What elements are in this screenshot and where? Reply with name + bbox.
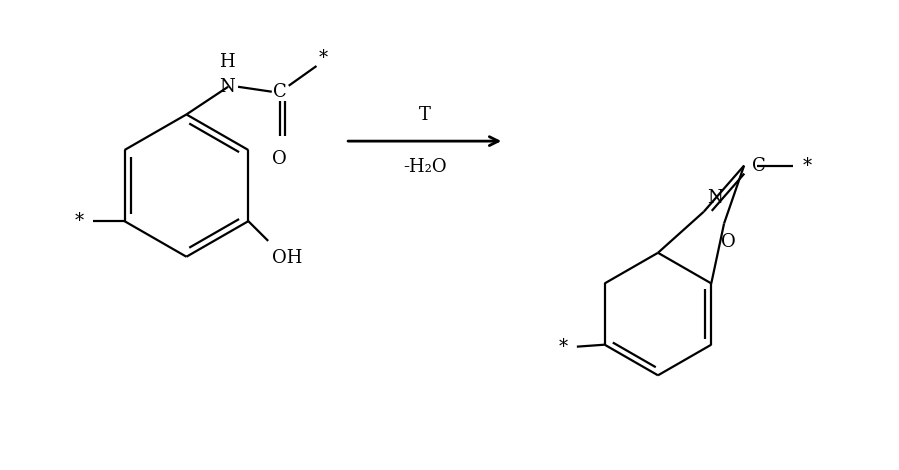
Text: *: * — [558, 337, 567, 356]
Text: N: N — [219, 78, 235, 96]
Text: H: H — [219, 53, 235, 71]
Text: C: C — [273, 83, 287, 101]
Text: O: O — [272, 150, 287, 168]
Text: C: C — [752, 157, 766, 174]
Text: *: * — [319, 49, 328, 67]
Text: T: T — [419, 106, 431, 125]
Text: N: N — [707, 189, 723, 207]
Text: OH: OH — [272, 249, 303, 267]
Text: *: * — [75, 212, 84, 230]
Text: -H₂O: -H₂O — [403, 158, 447, 176]
Text: *: * — [803, 157, 812, 174]
Text: O: O — [721, 234, 735, 251]
